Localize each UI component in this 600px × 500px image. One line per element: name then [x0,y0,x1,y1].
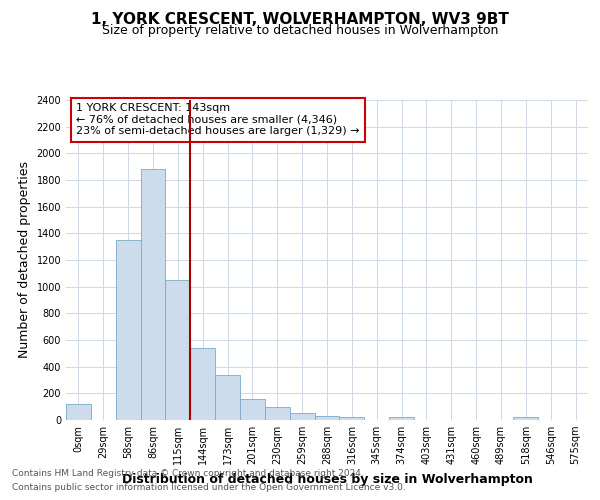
Bar [314,416,340,420]
Text: 1 YORK CRESCENT: 143sqm
← 76% of detached houses are smaller (4,346)
23% of semi: 1 YORK CRESCENT: 143sqm ← 76% of detache… [76,103,360,136]
Bar [514,418,538,420]
Bar [140,170,166,420]
Bar [116,240,140,420]
Bar [66,404,91,420]
Y-axis label: Number of detached properties: Number of detached properties [18,162,31,358]
Text: Contains HM Land Registry data © Crown copyright and database right 2024.: Contains HM Land Registry data © Crown c… [12,468,364,477]
Text: 1, YORK CRESCENT, WOLVERHAMPTON, WV3 9BT: 1, YORK CRESCENT, WOLVERHAMPTON, WV3 9BT [91,12,509,28]
X-axis label: Distribution of detached houses by size in Wolverhampton: Distribution of detached houses by size … [122,472,532,486]
Bar [166,280,190,420]
Bar [290,412,314,420]
Bar [340,416,364,420]
Text: Contains public sector information licensed under the Open Government Licence v3: Contains public sector information licen… [12,484,406,492]
Bar [215,374,240,420]
Text: Size of property relative to detached houses in Wolverhampton: Size of property relative to detached ho… [102,24,498,37]
Bar [240,398,265,420]
Bar [389,418,414,420]
Bar [190,348,215,420]
Bar [265,406,290,420]
